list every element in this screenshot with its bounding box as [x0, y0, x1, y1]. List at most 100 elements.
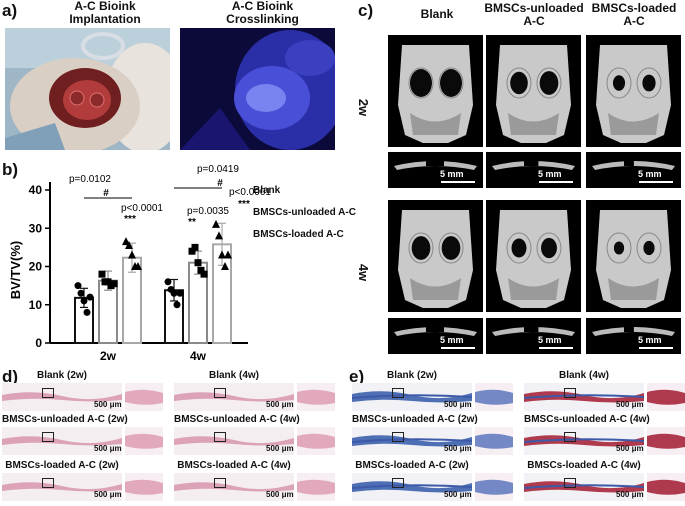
- crosslinking-photo: [180, 28, 335, 150]
- data-point: [194, 259, 202, 267]
- zoom-region-box: [391, 432, 404, 442]
- zoom-region-box: [213, 432, 226, 442]
- data-point: [191, 243, 199, 251]
- histology-caption: BMSCs-unloaded A-C (4w): [524, 414, 650, 425]
- significance-annotation: #: [217, 178, 223, 189]
- x-tick-label: 4w: [190, 349, 207, 360]
- zoom-region-box: [563, 478, 576, 488]
- data-point: [83, 308, 91, 316]
- histology-section-image: [524, 383, 644, 411]
- microct-slice-tile: [388, 152, 483, 188]
- ct-scale-bar-line: [539, 181, 573, 183]
- histology-caption: Blank (2w): [36, 370, 87, 381]
- y-tick-label: 0: [35, 336, 42, 350]
- panel-a-label: a): [2, 1, 18, 20]
- ct-scale-bar-line: [639, 181, 673, 183]
- histology-zoom-thumbnail: [475, 383, 513, 411]
- significance-annotation: p<0.0001: [121, 203, 163, 214]
- histology-scale-bar-label: 500 μm: [94, 490, 122, 499]
- col-title-loaded: BMSCs-loaded A-C: [591, 1, 677, 28]
- histology-caption: BMSCs-loaded A-C (2w): [355, 460, 469, 471]
- chart-points: [74, 219, 232, 316]
- data-point: [164, 278, 172, 286]
- histology-zoom-thumbnail: [125, 383, 163, 411]
- implantation-photo: [5, 28, 170, 150]
- significance-annotation: p=0.0102: [69, 174, 111, 185]
- zoom-region-box: [391, 388, 404, 398]
- histology-section-image: [524, 473, 644, 501]
- y-tick-label: 10: [29, 298, 43, 312]
- data-point: [98, 270, 106, 278]
- data-point: [134, 262, 142, 270]
- zoom-region-box: [213, 388, 226, 398]
- zoom-region-box: [41, 478, 54, 488]
- microct-skull-tile: [586, 200, 681, 312]
- histology-caption: Blank (2w): [386, 370, 437, 381]
- ct-scale-bar-label: 5 mm: [638, 335, 662, 345]
- data-point: [110, 280, 118, 288]
- significance-annotation: ***: [238, 199, 250, 210]
- microct-skull-tile: [388, 35, 483, 147]
- microct-skull-tile: [388, 200, 483, 312]
- histology-section-image: [2, 383, 122, 411]
- data-point: [176, 289, 184, 297]
- histology-zoom-thumbnail: [475, 473, 513, 501]
- histology-scale-bar-label: 500 μm: [94, 444, 122, 453]
- data-point: [221, 262, 229, 270]
- significance-annotation: p=0.0419: [197, 164, 239, 175]
- data-point: [86, 293, 94, 301]
- row-label-2w: 2w: [356, 98, 372, 117]
- legend-entry-unloaded: BMSCs-unloaded A-C: [253, 207, 356, 218]
- histology-section-image: [352, 427, 472, 455]
- histology-caption: BMSCs-unloaded A-C (2w): [352, 414, 478, 425]
- histology-caption: BMSCs-loaded A-C (4w): [527, 460, 641, 471]
- histology-zoom-thumbnail: [297, 427, 335, 455]
- data-point: [173, 301, 181, 309]
- histology-scale-bar-label: 500 μm: [444, 444, 472, 453]
- data-point: [170, 289, 178, 297]
- data-point: [218, 250, 226, 259]
- y-axis-label: BV/TV(%): [8, 241, 23, 300]
- y-tick-label: 40: [29, 183, 43, 197]
- histology-section-image: [174, 383, 294, 411]
- significance-annotation: **: [188, 217, 196, 228]
- histology-zoom-thumbnail: [647, 427, 685, 455]
- histology-caption: BMSCs-loaded A-C (2w): [5, 460, 119, 471]
- histology-section-image: [174, 473, 294, 501]
- zoom-region-box: [563, 432, 576, 442]
- panel-a-right-title: A-C Bioink Crosslinking: [226, 0, 299, 26]
- data-point: [125, 240, 133, 249]
- zoom-region-box: [391, 478, 404, 488]
- col-title-blank: Blank: [420, 7, 454, 21]
- panel-e-label: e): [349, 367, 365, 386]
- y-tick-label: 30: [29, 221, 43, 235]
- histology-section-image: [2, 427, 122, 455]
- histology-zoom-thumbnail: [297, 383, 335, 411]
- microct-skull-tile: [486, 35, 581, 147]
- panel-c-label: c): [358, 1, 374, 20]
- histology-section-image: [2, 473, 122, 501]
- histology-zoom-thumbnail: [647, 383, 685, 411]
- histology-zoom-thumbnail: [475, 427, 513, 455]
- chart-annotations: p=0.0102#p<0.0001***p=0.0419#p<0.0001***…: [69, 164, 271, 228]
- histology-section-image: [352, 383, 472, 411]
- col-title-unloaded: BMSCs-unloaded A-C: [484, 1, 584, 28]
- chart-legend: Blank BMSCs-unloaded A-C BMSCs-loaded A-…: [253, 185, 356, 251]
- legend-entry-loaded: BMSCs-loaded A-C: [253, 229, 344, 240]
- histology-scale-bar-label: 500 μm: [616, 490, 644, 499]
- microct-skull-tile: [586, 35, 681, 147]
- microct-slice-tile: [586, 152, 681, 188]
- ct-scale-bar-line: [441, 347, 475, 349]
- microct-skull-tile: [486, 200, 581, 312]
- histology-caption: Blank (4w): [208, 370, 259, 381]
- ct-scale-bar-label: 5 mm: [538, 169, 562, 179]
- zoom-region-box: [213, 478, 226, 488]
- data-point: [128, 250, 136, 259]
- histology-scale-bar-label: 500 μm: [266, 444, 294, 453]
- histology-scale-bar-label: 500 μm: [266, 490, 294, 499]
- ct-scale-bar-line: [539, 347, 573, 349]
- panel-a-left-title: A-C Bioink Implantation: [69, 0, 141, 26]
- histology-caption: BMSCs-unloaded A-C (4w): [174, 414, 300, 425]
- data-point: [212, 219, 220, 228]
- significance-annotation: #: [103, 188, 109, 199]
